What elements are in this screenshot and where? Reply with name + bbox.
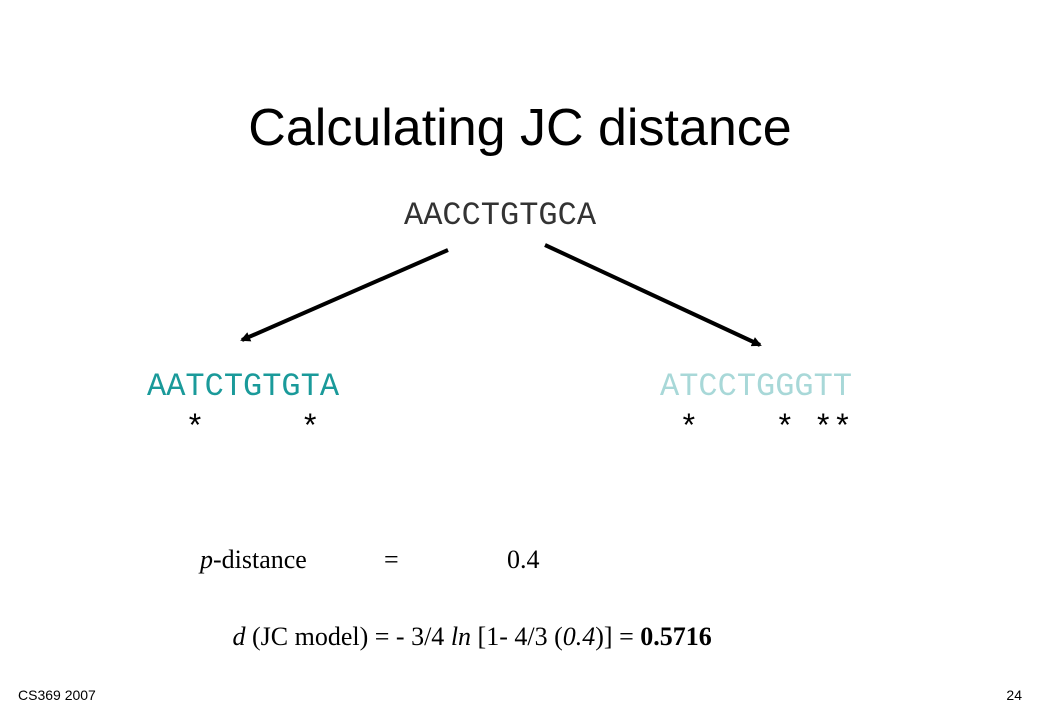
- formula-part: d: [233, 622, 247, 651]
- p-label: -distance: [213, 545, 307, 574]
- right-marks: * * **: [660, 410, 852, 447]
- p-distance-label: p-distance: [198, 545, 307, 574]
- page-number: 24: [1006, 687, 1022, 703]
- formula-part: 0.4: [563, 622, 596, 651]
- jc-formula: d (JC model) = - 3/4 ln [1- 4/3 (0.4)] =…: [200, 622, 731, 651]
- arrow-left: [240, 248, 449, 342]
- formula-part: [1- 4/3 (: [471, 622, 563, 651]
- p-italic: p: [198, 545, 213, 574]
- title: Calculating JC distance: [248, 99, 791, 157]
- arrow-right: [544, 243, 762, 347]
- formula-part: (JC model) = - 3/4: [246, 622, 451, 651]
- left-sequence: AATCTGTGTA: [147, 368, 340, 405]
- formula-part: ln: [451, 622, 471, 651]
- footer-course: CS369 2007: [18, 687, 96, 703]
- right-sequence: ATCCTGGGTT: [660, 368, 852, 405]
- formula-result: 0.5716: [640, 622, 712, 651]
- left-marks: * *: [147, 410, 320, 447]
- ancestor-sequence: AACCTGTGCA: [404, 197, 597, 234]
- formula-part: )] =: [595, 622, 640, 651]
- p-value: 0.4: [507, 545, 540, 574]
- p-equals: =: [384, 545, 399, 574]
